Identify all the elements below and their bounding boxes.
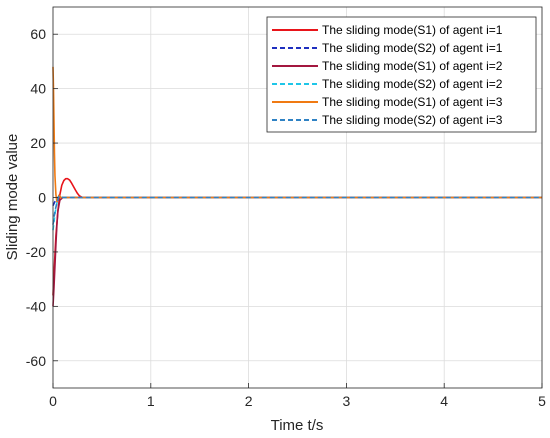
series-line-6 bbox=[52, 195, 542, 225]
y-tick-label: 40 bbox=[30, 81, 46, 97]
y-tick-label: -60 bbox=[26, 353, 46, 369]
y-tick-label: 60 bbox=[30, 26, 46, 42]
series-layer bbox=[52, 66, 542, 307]
x-tick-label: 1 bbox=[147, 393, 155, 409]
x-tick-label: 5 bbox=[538, 393, 546, 409]
legend: The sliding mode(S1) of agent i=1 The sli… bbox=[266, 16, 537, 133]
legend-box bbox=[266, 16, 537, 133]
y-tick-label: 0 bbox=[38, 190, 46, 206]
y-axis-label: Sliding mode value bbox=[4, 134, 21, 261]
legend-entry: The sliding mode(S2) of agent i=3 bbox=[322, 113, 503, 127]
y-tick-label: -40 bbox=[26, 298, 46, 314]
x-tick-label: 2 bbox=[245, 393, 253, 409]
legend-entry: The sliding mode(S2) of agent i=2 bbox=[322, 77, 503, 91]
legend-entry: The sliding mode(S1) of agent i=2 bbox=[322, 59, 503, 73]
legend-entry: The sliding mode(S1) of agent i=1 bbox=[322, 23, 503, 37]
x-axis-label: Time t/s bbox=[271, 417, 324, 434]
x-tick-label: 4 bbox=[440, 393, 448, 409]
y-tick-label: 20 bbox=[30, 135, 46, 151]
axis-ticks: 0 1 2 3 4 5 -60 -40 -20 0 20 40 60 bbox=[26, 26, 546, 409]
y-tick-label: -20 bbox=[26, 244, 46, 260]
legend-entry: The sliding mode(S1) of agent i=3 bbox=[322, 95, 503, 109]
x-tick-label: 0 bbox=[49, 393, 57, 409]
legend-entry: The sliding mode(S2) of agent i=1 bbox=[322, 41, 503, 55]
x-tick-label: 3 bbox=[343, 393, 351, 409]
